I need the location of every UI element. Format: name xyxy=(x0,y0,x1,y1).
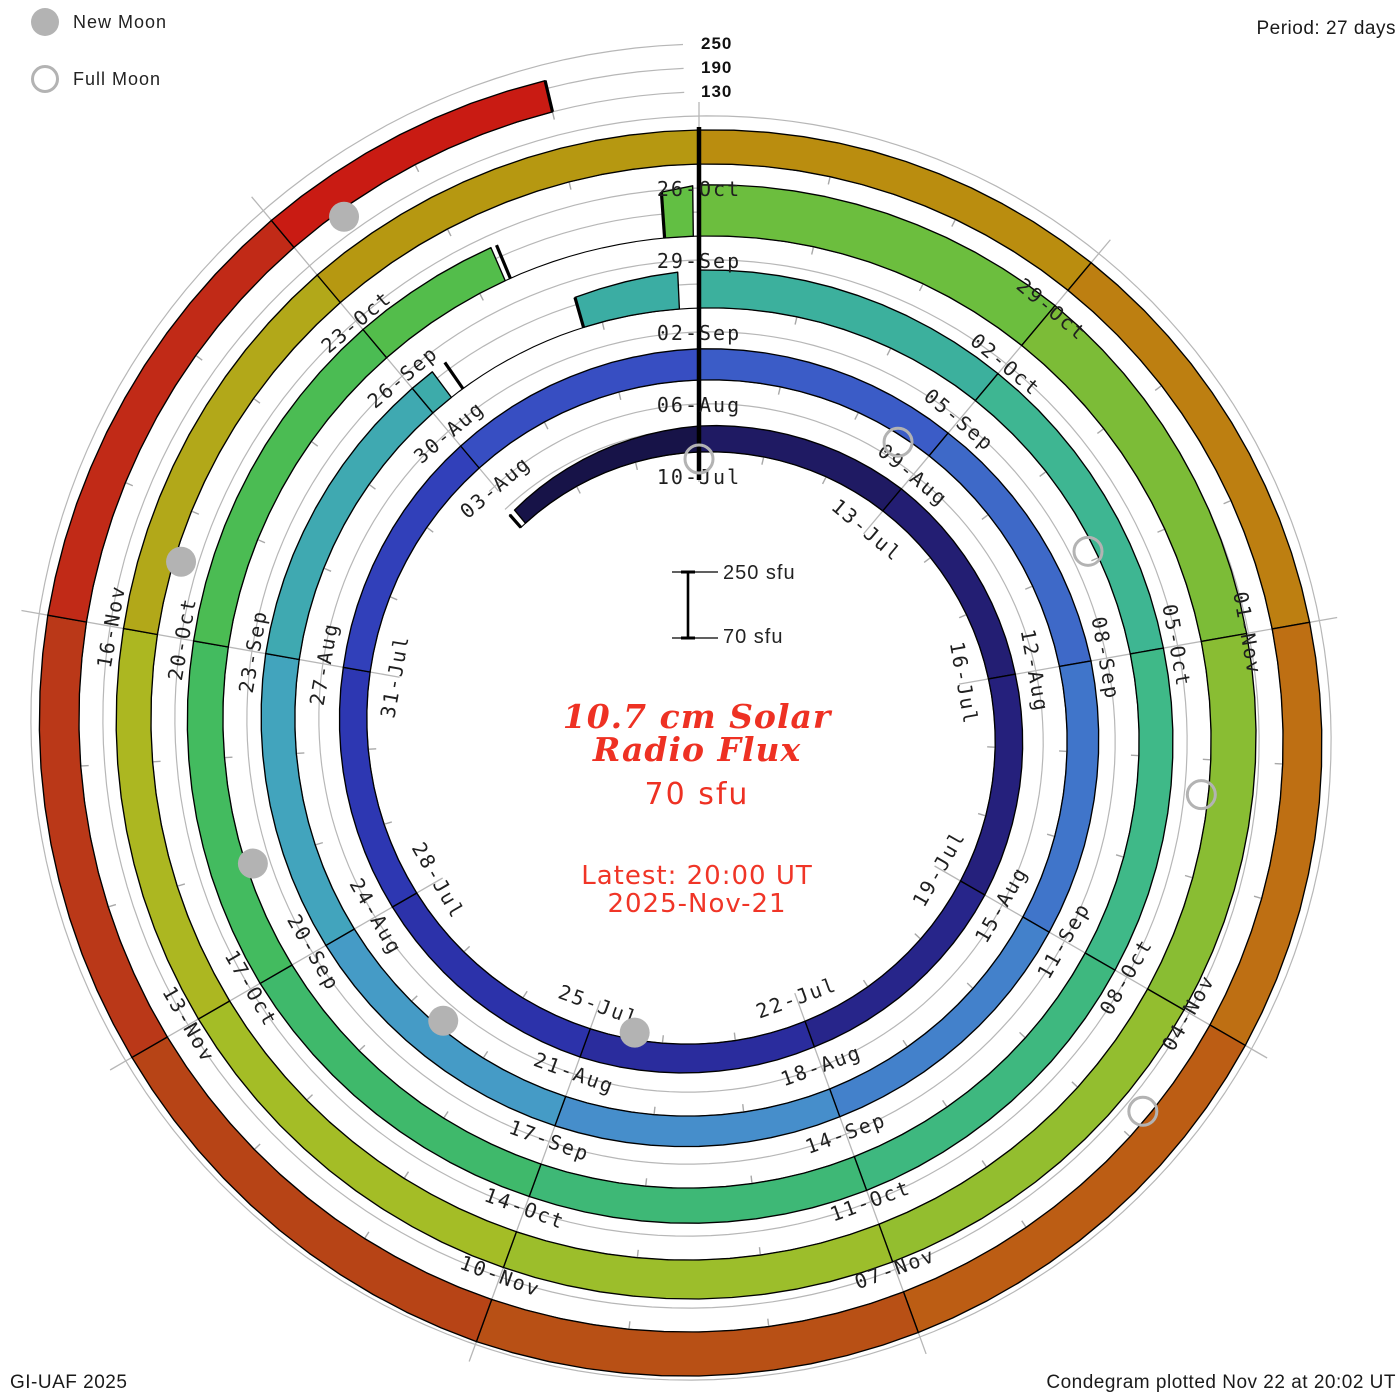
latest-date: 2025-Nov-21 xyxy=(607,889,787,919)
legend-full-moon-label: Full Moon xyxy=(73,68,162,89)
period-label: Period: 27 days xyxy=(1256,18,1396,39)
full-moon-marker xyxy=(882,426,914,458)
flux-band xyxy=(38,80,1323,1377)
new-moon-icon xyxy=(31,8,59,36)
spiral-date-label: 29-Sep xyxy=(657,249,741,273)
spiral-date-label: 06-Aug xyxy=(657,393,741,417)
full-moon-marker xyxy=(1127,1095,1159,1127)
scalebar-bottom-label: 70 sfu xyxy=(723,626,784,648)
flux-band-segment xyxy=(131,1036,493,1343)
full-moon-marker xyxy=(1072,535,1104,567)
flux-band-segment xyxy=(554,1088,841,1148)
flux-band-segment xyxy=(528,1155,868,1224)
spiral-date-label: 10-Jul xyxy=(657,465,741,489)
latest-time: Latest: 20:00 UT xyxy=(581,861,813,891)
new-moon-marker xyxy=(428,1005,459,1036)
full-moon-icon xyxy=(31,65,59,93)
chart-title-line1: 10.7 cm Solar xyxy=(562,697,832,736)
flux-band-segment xyxy=(574,271,681,329)
legend-new-moon-label: New Moon xyxy=(73,11,168,32)
moon-markers xyxy=(166,201,1217,1127)
new-moon-marker xyxy=(619,1017,650,1048)
new-moon-marker xyxy=(329,201,360,232)
legend-full-moon: Full Moon xyxy=(31,65,161,93)
radial-scale-250: 250 xyxy=(698,34,736,54)
new-moon-marker xyxy=(166,546,197,577)
spiral-date-label: 02-Sep xyxy=(657,321,741,345)
spiral-date-label: 12-Aug xyxy=(1016,627,1054,714)
spiral-date-label: 27-Aug xyxy=(305,620,343,707)
full-moon-marker xyxy=(683,443,715,475)
credit-label: GI-UAF 2025 xyxy=(10,1372,128,1393)
current-flux-value: 70 sfu xyxy=(644,777,750,812)
flux-band-segment xyxy=(1084,647,1174,971)
plotted-timestamp: Condegram plotted Nov 22 at 20:02 UT xyxy=(1046,1372,1396,1393)
scalebar-top-label: 250 sfu xyxy=(723,562,796,584)
full-moon-marker xyxy=(1185,779,1217,811)
flux-band-segment xyxy=(579,1020,815,1074)
legend-new-moon: New Moon xyxy=(31,8,167,36)
spiral-date-label: 26-Oct xyxy=(657,177,741,201)
flux-band-segment xyxy=(362,246,506,359)
radial-scale-130: 130 xyxy=(698,82,736,102)
flux-band-segment xyxy=(411,371,453,414)
radial-scale-190: 190 xyxy=(698,58,736,78)
chart-title-line2: Radio Flux xyxy=(592,730,802,769)
new-moon-marker xyxy=(237,848,268,879)
scalebar xyxy=(672,570,718,640)
